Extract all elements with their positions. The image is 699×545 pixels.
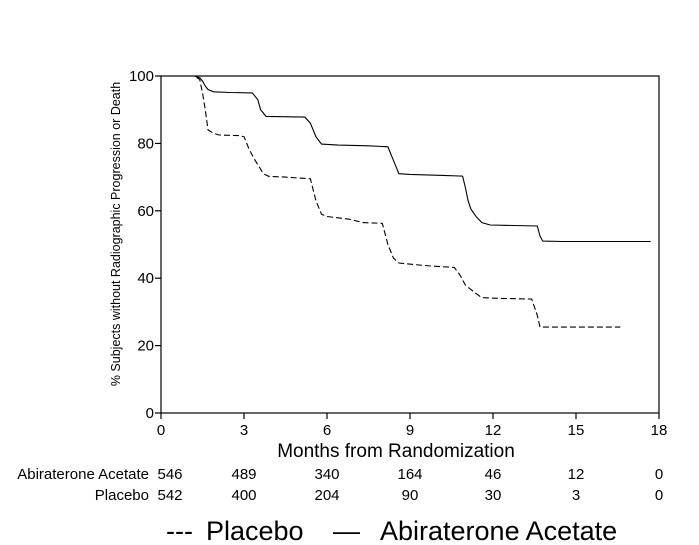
- y-tick-label-100: 100: [129, 68, 154, 85]
- risk-row-label-abiraterone-acetate: Abiraterone Acetate: [17, 466, 149, 483]
- y-tick-label-60: 60: [137, 203, 154, 220]
- risk-count-abiraterone-acetate-18: 0: [655, 466, 663, 483]
- risk-count-abiraterone-acetate-6: 340: [314, 466, 339, 483]
- y-tick-label-20: 20: [137, 338, 154, 355]
- x-axis-ticks: 0 3 6 9 12 15 18: [157, 413, 668, 439]
- x-tick-label-0: 0: [157, 422, 165, 439]
- legend-abiraterone-marker: —: [333, 516, 360, 545]
- series-lines: [161, 75, 651, 328]
- risk-count-placebo-15: 3: [572, 487, 580, 504]
- risk-count-placebo-12: 30: [485, 487, 502, 504]
- legend: --- Placebo — Abiraterone Acetate: [166, 516, 617, 545]
- x-tick-label-3: 3: [240, 422, 248, 439]
- risk-count-abiraterone-acetate-3: 489: [231, 466, 256, 483]
- risk-count-placebo-9: 90: [402, 487, 419, 504]
- risk-count-placebo-6: 204: [314, 487, 339, 504]
- risk-count-placebo-18: 0: [655, 487, 663, 504]
- y-tick-label-40: 40: [137, 270, 154, 287]
- legend-abiraterone-label: Abiraterone Acetate: [380, 516, 617, 545]
- legend-placebo-marker: ---: [166, 516, 193, 545]
- risk-count-placebo-3: 400: [231, 487, 256, 504]
- y-tick-label-0: 0: [146, 405, 154, 422]
- risk-count-abiraterone-acetate-0: 546: [157, 466, 182, 483]
- x-axis-title: Months from Randomization: [277, 441, 515, 462]
- series-line-abiraterone-acetate: [161, 75, 651, 243]
- legend-placebo-label: Placebo: [206, 516, 304, 545]
- series-line-placebo: [161, 75, 621, 328]
- x-tick-label-12: 12: [485, 422, 502, 439]
- x-tick-label-6: 6: [323, 422, 331, 439]
- y-tick-label-80: 80: [137, 135, 154, 152]
- risk-count-placebo-0: 542: [157, 487, 182, 504]
- risk-count-abiraterone-acetate-9: 164: [397, 466, 422, 483]
- x-tick-label-9: 9: [406, 422, 414, 439]
- risk-count-abiraterone-acetate-12: 46: [485, 466, 502, 483]
- risk-table: Abiraterone Acetate 546 489 340 164 46 12 0 Plac…: [17, 466, 663, 504]
- x-tick-label-18: 18: [651, 422, 668, 439]
- plot-frame: [160, 75, 660, 414]
- y-axis-ticks: 0 20 40 60 80 100: [129, 68, 161, 422]
- y-axis-title: % Subjects without Radiographic Progress…: [109, 82, 123, 386]
- risk-count-abiraterone-acetate-15: 12: [568, 466, 585, 483]
- risk-row-label-placebo: Placebo: [95, 487, 149, 504]
- x-tick-label-15: 15: [568, 422, 585, 439]
